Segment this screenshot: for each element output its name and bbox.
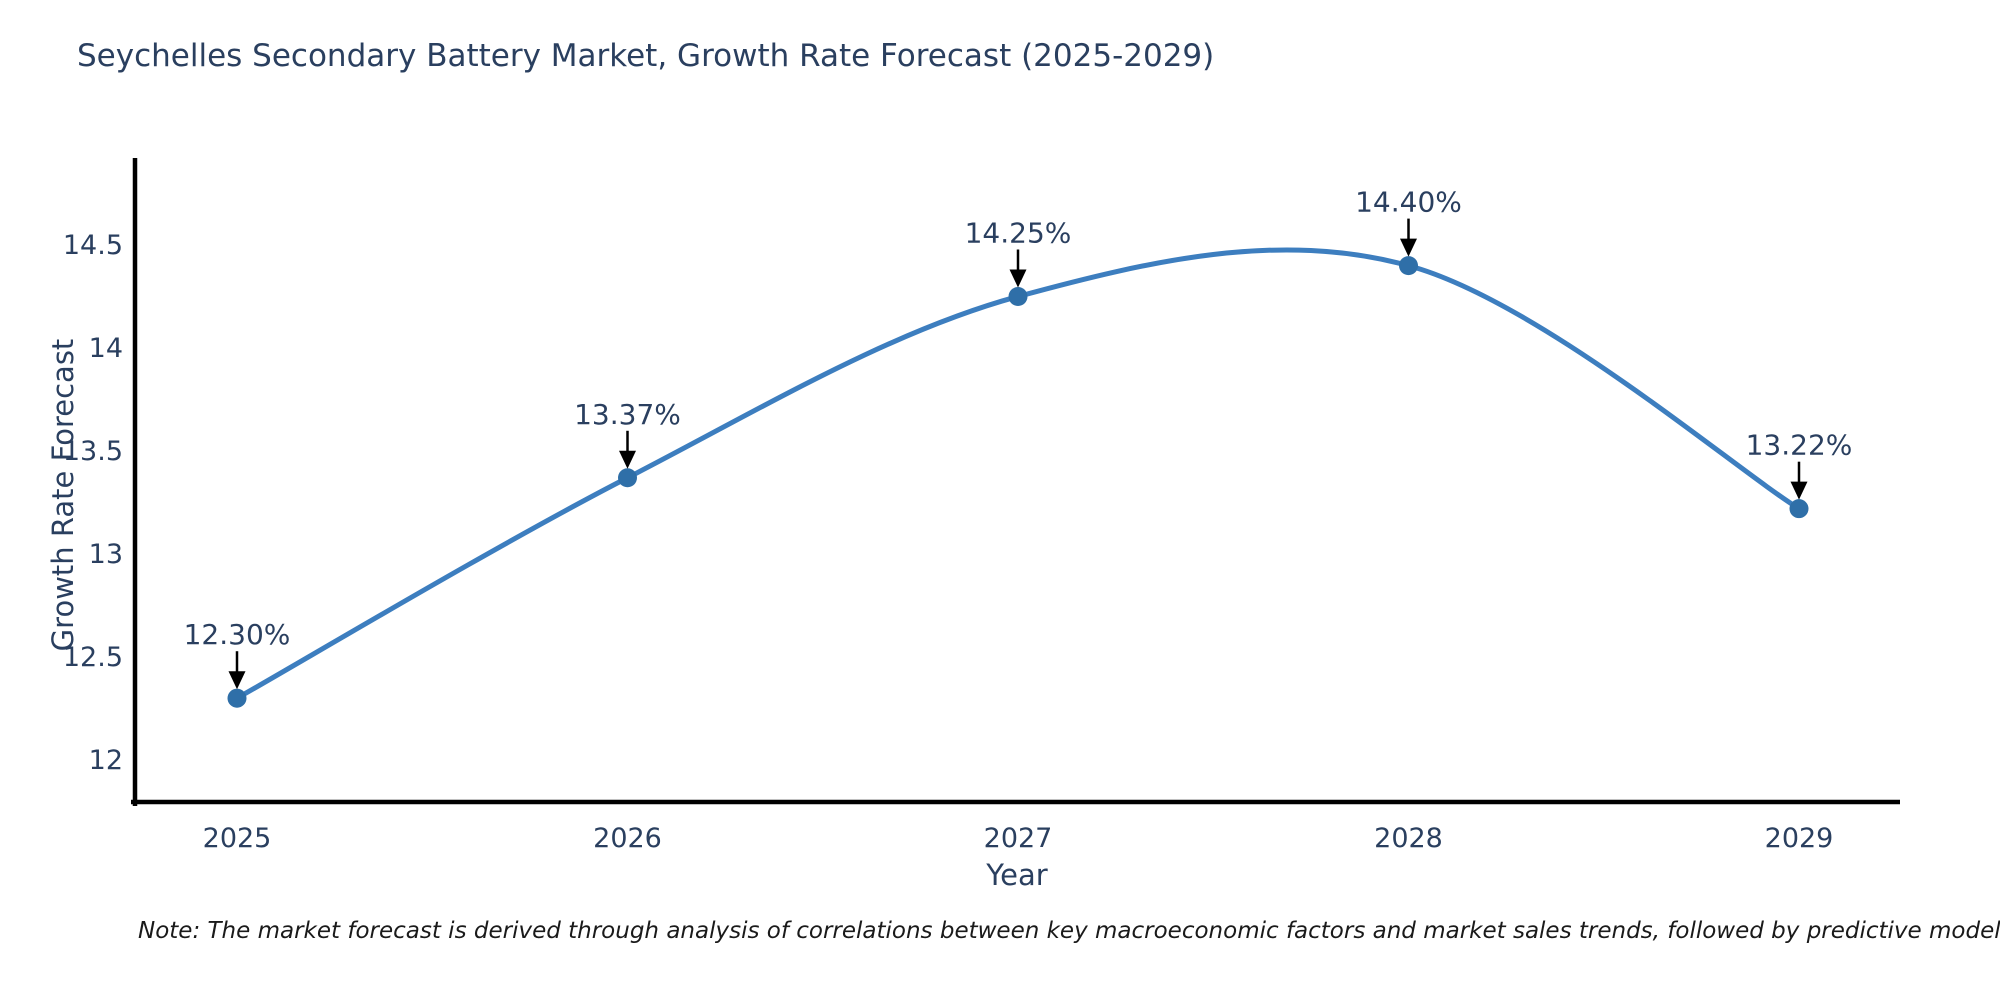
data-point-marker (1789, 499, 1809, 519)
x-tick-label: 2025 (203, 823, 272, 854)
x-tick-label: 2028 (1374, 823, 1443, 854)
footnote: Note: The market forecast is derived thr… (138, 918, 2000, 944)
x-axis-title: Year (986, 858, 1048, 892)
y-tick-label: 12 (89, 745, 123, 776)
data-point-marker (1399, 256, 1418, 276)
forecast-line (234, 247, 1802, 701)
y-tick-label: 14.5 (63, 230, 123, 261)
annotation-label: 13.37% (574, 398, 681, 431)
y-tick-label: 12.5 (63, 642, 123, 673)
y-tick-label: 14 (89, 333, 123, 364)
annotation-arrowhead (619, 450, 636, 469)
annotation-label: 14.25% (965, 217, 1072, 250)
data-point-marker (227, 688, 247, 708)
y-tick-label: 13.5 (63, 436, 123, 467)
annotation-arrowhead (1790, 481, 1808, 500)
x-tick-label: 2026 (593, 823, 662, 854)
y-tick-label: 13 (89, 539, 123, 570)
annotation-label: 13.22% (1746, 429, 1853, 462)
annotation-label: 14.40% (1355, 186, 1462, 219)
annotation-arrowhead (228, 671, 246, 690)
data-point-marker (1008, 287, 1028, 306)
chart-title: Seychelles Secondary Battery Market, Gro… (77, 38, 1215, 74)
data-point-marker (618, 468, 637, 488)
annotation-arrowhead (1009, 269, 1027, 288)
x-tick-label: 2029 (1765, 823, 1834, 854)
x-tick-label: 2027 (984, 823, 1053, 854)
annotation-arrowhead (1400, 238, 1417, 257)
annotation-label: 12.30% (184, 618, 291, 651)
